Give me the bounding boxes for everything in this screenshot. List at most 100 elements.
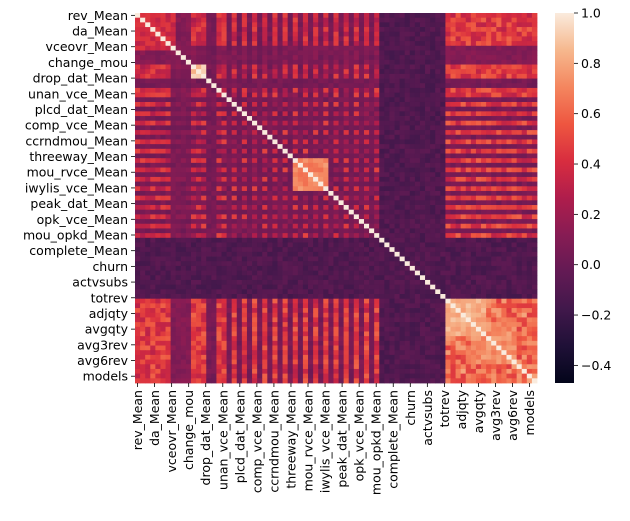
- heatmap-cell: [506, 275, 512, 281]
- heatmap-cell: [292, 116, 299, 122]
- heatmap-cell: [475, 176, 482, 182]
- heatmap-cell: [470, 22, 477, 28]
- heatmap-cell: [333, 59, 339, 65]
- heatmap-cell: [440, 195, 446, 201]
- heatmap-cell: [399, 294, 406, 300]
- heatmap-cell: [496, 111, 502, 117]
- heatmap-cell: [384, 31, 390, 37]
- heatmap-cell: [486, 186, 492, 192]
- heatmap-cell: [226, 205, 233, 211]
- heatmap-cell: [501, 148, 507, 154]
- heatmap-cell: [491, 190, 497, 197]
- heatmap-cell: [491, 78, 497, 84]
- heatmap-cell: [236, 69, 243, 75]
- heatmap-cell: [460, 176, 467, 182]
- heatmap-cell: [221, 92, 227, 98]
- heatmap-cell: [160, 237, 166, 243]
- heatmap-cell: [272, 125, 278, 131]
- heatmap-cell: [374, 36, 380, 42]
- heatmap-cell: [292, 87, 299, 94]
- heatmap-cell: [201, 308, 207, 314]
- heatmap-cell: [267, 22, 273, 28]
- heatmap-cell: [302, 17, 309, 23]
- heatmap-cell: [216, 50, 222, 56]
- heatmap-cell: [501, 45, 507, 51]
- heatmap-cell: [211, 284, 217, 290]
- heatmap-cell: [486, 97, 492, 103]
- heatmap-cell: [435, 289, 441, 295]
- heatmap-cell: [323, 45, 329, 51]
- heatmap-cell: [445, 148, 451, 154]
- heatmap-cell: [435, 223, 441, 229]
- heatmap-cell: [506, 214, 512, 220]
- heatmap-cell: [160, 176, 166, 182]
- heatmap-cell: [272, 237, 278, 243]
- heatmap-cell: [140, 130, 146, 136]
- heatmap-cell: [297, 256, 304, 262]
- heatmap-cell: [374, 41, 380, 47]
- heatmap-cell: [379, 45, 385, 51]
- heatmap-cell: [343, 83, 350, 89]
- heatmap-cell: [231, 45, 238, 51]
- heatmap-cell: [231, 172, 238, 178]
- heatmap-cell: [384, 92, 390, 98]
- heatmap-cell: [323, 158, 329, 164]
- heatmap-cell: [384, 148, 390, 154]
- heatmap-cell: [328, 219, 334, 225]
- heatmap-cell: [236, 200, 243, 206]
- heatmap-cell: [465, 64, 472, 70]
- heatmap-cell: [496, 209, 502, 215]
- heatmap-cell: [435, 167, 441, 173]
- heatmap-cell: [328, 153, 334, 159]
- heatmap-cell: [236, 209, 243, 215]
- heatmap-cell: [241, 97, 248, 103]
- heatmap-cell: [486, 45, 492, 51]
- heatmap-cell: [318, 219, 324, 225]
- heatmap-cell: [414, 59, 421, 65]
- heatmap-cell: [196, 106, 202, 112]
- heatmap-cell: [445, 106, 451, 112]
- heatmap-cell: [201, 50, 207, 56]
- heatmap-cell: [465, 59, 472, 65]
- heatmap-cell: [409, 294, 416, 300]
- heatmap-cell: [506, 251, 512, 257]
- heatmap-cell: [419, 111, 426, 117]
- heatmap-cell: [353, 167, 360, 173]
- heatmap-cell: [211, 83, 217, 89]
- heatmap-cell: [297, 303, 304, 309]
- heatmap-cell: [241, 120, 248, 126]
- heatmap-cell: [145, 181, 151, 187]
- heatmap-cell: [338, 247, 345, 253]
- heatmap-cell: [511, 120, 518, 126]
- heatmap-cell: [302, 36, 309, 42]
- heatmap-cell: [516, 36, 523, 42]
- heatmap-cell: [140, 242, 146, 248]
- heatmap-cell: [501, 261, 507, 267]
- heatmap-cell: [374, 176, 380, 182]
- heatmap-cell: [496, 167, 502, 173]
- heatmap-cell: [414, 45, 421, 51]
- heatmap-cell: [343, 265, 350, 271]
- heatmap-cell: [445, 36, 451, 42]
- heatmap-cell: [353, 134, 360, 140]
- heatmap-cell: [460, 279, 467, 286]
- heatmap-cell: [521, 181, 528, 187]
- heatmap-cell: [297, 279, 304, 286]
- heatmap-cell: [394, 209, 401, 215]
- heatmap-cell: [323, 223, 329, 229]
- heatmap-cell: [404, 242, 411, 248]
- heatmap-cell: [160, 270, 166, 276]
- heatmap-cell: [435, 87, 441, 94]
- heatmap-cell: [170, 50, 177, 56]
- heatmap-cell: [145, 162, 151, 168]
- heatmap-cell: [460, 190, 467, 197]
- heatmap-cell: [348, 139, 355, 145]
- heatmap-cell: [206, 148, 212, 154]
- heatmap-cell: [501, 172, 507, 178]
- heatmap-cell: [221, 87, 227, 94]
- heatmap-cell: [282, 172, 289, 178]
- heatmap-cell: [236, 190, 243, 197]
- heatmap-cell: [190, 36, 197, 42]
- heatmap-cell: [481, 270, 487, 276]
- heatmap-cell: [419, 41, 426, 47]
